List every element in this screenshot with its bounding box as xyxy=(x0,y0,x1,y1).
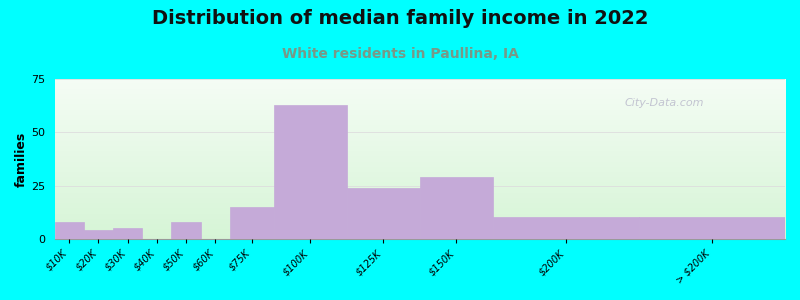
Text: Distribution of median family income in 2022: Distribution of median family income in … xyxy=(152,9,648,28)
Bar xyxy=(346,188,420,239)
Bar xyxy=(420,177,493,239)
Bar xyxy=(230,207,274,239)
Bar xyxy=(54,222,84,239)
Y-axis label: families: families xyxy=(15,131,28,187)
Bar xyxy=(639,218,785,239)
Text: City-Data.com: City-Data.com xyxy=(624,98,704,108)
Bar xyxy=(493,218,639,239)
Text: White residents in Paullina, IA: White residents in Paullina, IA xyxy=(282,46,518,61)
Bar xyxy=(274,105,346,239)
Bar xyxy=(113,228,142,239)
Bar xyxy=(84,230,113,239)
Bar xyxy=(171,222,201,239)
